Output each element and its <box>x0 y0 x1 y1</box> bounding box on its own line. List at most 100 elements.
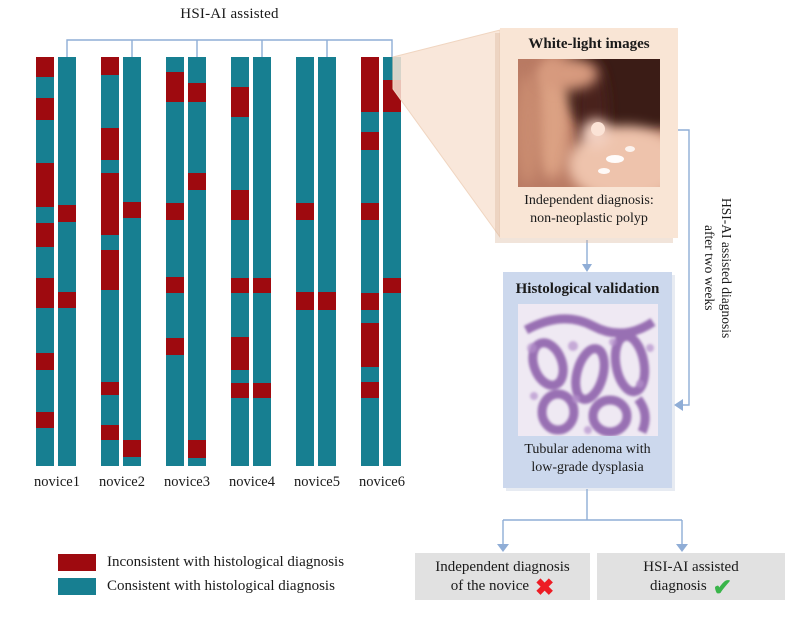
consistent-segment <box>318 57 336 292</box>
novice-label: novice3 <box>164 474 210 490</box>
inconsistent-segment <box>123 202 141 218</box>
novice-pair: novice6 <box>359 57 405 490</box>
inconsistent-swatch <box>58 554 96 571</box>
novice-pair: novice3 <box>164 57 210 490</box>
inconsistent-segment <box>383 278 401 293</box>
consistent-segment <box>36 370 54 412</box>
consistent-segment <box>296 310 314 466</box>
consistent-segment <box>36 120 54 163</box>
inconsistent-segment <box>253 278 271 293</box>
consistent-segment <box>231 220 249 278</box>
inconsistent-segment <box>101 57 119 75</box>
inconsistent-segment <box>361 323 379 367</box>
inconsistent-segment <box>101 128 119 160</box>
endoscopy-image <box>518 59 660 187</box>
cross-icon: ✖ <box>535 574 555 600</box>
consistent-swatch <box>58 578 96 595</box>
consistent-segment <box>253 398 271 466</box>
consistent-segment <box>231 370 249 383</box>
consistent-segment <box>253 293 271 383</box>
consistent-segment <box>101 160 119 173</box>
consistent-segment <box>101 290 119 382</box>
inconsistent-segment <box>101 250 119 290</box>
consistent-segment <box>166 355 184 466</box>
whitelight-caption-line2: non-neoplastic polyp <box>530 211 648 226</box>
outcome-right-line1: HSI-AI assisted <box>643 558 739 575</box>
consistent-segment <box>188 458 206 466</box>
novice-pair: novice4 <box>229 57 275 490</box>
inconsistent-segment <box>36 412 54 428</box>
consistent-segment <box>231 398 249 466</box>
arrowhead-down-1 <box>582 264 592 272</box>
check-icon: ✔ <box>712 574 732 600</box>
inconsistent-segment <box>231 190 249 220</box>
hsi-ai-assisted-bar <box>58 57 76 466</box>
histology-caption: Tubular adenoma with low-grade dysplasia <box>503 441 672 477</box>
consistent-segment <box>253 57 271 278</box>
inconsistent-segment <box>101 173 119 235</box>
consistent-segment <box>166 293 184 338</box>
consistent-segment <box>36 308 54 353</box>
split-connector <box>502 489 683 546</box>
novice-label: novice6 <box>359 474 405 490</box>
hsi-ai-assisted-bar <box>318 57 336 466</box>
inconsistent-segment <box>166 72 184 102</box>
consistent-segment <box>231 57 249 87</box>
consistent-segment <box>318 310 336 466</box>
inconsistent-segment <box>101 382 119 395</box>
legend-item-consistent: Consistent with histological diagnosis <box>58 578 335 595</box>
consistent-segment <box>101 395 119 425</box>
consistent-segment <box>36 247 54 278</box>
consistent-segment <box>361 398 379 466</box>
chart-title: HSI-AI assisted <box>180 6 279 22</box>
novice-label: novice5 <box>294 474 340 490</box>
independent-diagnosis-bar <box>166 57 184 466</box>
consistent-segment <box>296 57 314 203</box>
consistent-segment <box>36 207 54 223</box>
consistent-segment <box>123 57 141 202</box>
consistent-label: Consistent with histological diagnosis <box>107 578 335 594</box>
consistent-segment <box>361 150 379 203</box>
arrowhead-down-3 <box>676 544 688 552</box>
inconsistent-segment <box>188 173 206 190</box>
consistent-segment <box>231 293 249 337</box>
independent-diagnosis-bar <box>296 57 314 466</box>
inconsistent-segment <box>101 425 119 440</box>
inconsistent-segment <box>58 204 76 222</box>
inconsistent-segment <box>296 292 314 310</box>
inconsistent-segment <box>166 203 184 220</box>
consistent-segment <box>101 235 119 250</box>
inconsistent-segment <box>383 80 401 112</box>
consistent-segment <box>231 117 249 190</box>
inconsistent-segment <box>296 203 314 220</box>
inconsistent-segment <box>188 83 206 102</box>
novice-label: novice2 <box>99 474 145 490</box>
side-label: HSI-AI assisted diagnosis after two week… <box>701 188 735 348</box>
histology-caption-line2: low-grade dysplasia <box>531 460 644 475</box>
side-label-line1: HSI-AI assisted diagnosis <box>719 197 734 339</box>
consistent-segment <box>58 57 76 205</box>
consistent-segment <box>166 102 184 203</box>
outcome-left-line2: of the novice ✖ <box>450 574 555 600</box>
inconsistent-label: Inconsistent with histological diagnosis <box>107 554 345 570</box>
legend-item-inconsistent: Inconsistent with histological diagnosis <box>58 554 344 571</box>
novice-label: novice1 <box>34 474 80 490</box>
inconsistent-segment <box>188 440 206 458</box>
outcome-left-line1: Independent diagnosis <box>435 558 570 575</box>
consistent-segment <box>361 310 379 323</box>
hsi-ai-assisted-bar <box>188 57 206 466</box>
consistent-segment <box>383 112 401 278</box>
inconsistent-segment <box>318 292 336 310</box>
outcome-box-hsi-ai: HSI-AI assisted diagnosis ✔ <box>597 553 785 600</box>
zoom-wedge <box>392 29 501 239</box>
independent-diagnosis-bar <box>101 57 119 466</box>
consistent-segment <box>58 221 76 292</box>
inconsistent-segment <box>253 383 271 398</box>
novice-pair: novice5 <box>294 57 340 490</box>
hsi-ai-assisted-bar <box>383 57 401 466</box>
consistent-segment <box>188 57 206 83</box>
inconsistent-segment <box>58 291 76 308</box>
inconsistent-segment <box>361 132 379 150</box>
consistent-segment <box>166 57 184 72</box>
consistent-segment <box>123 218 141 440</box>
